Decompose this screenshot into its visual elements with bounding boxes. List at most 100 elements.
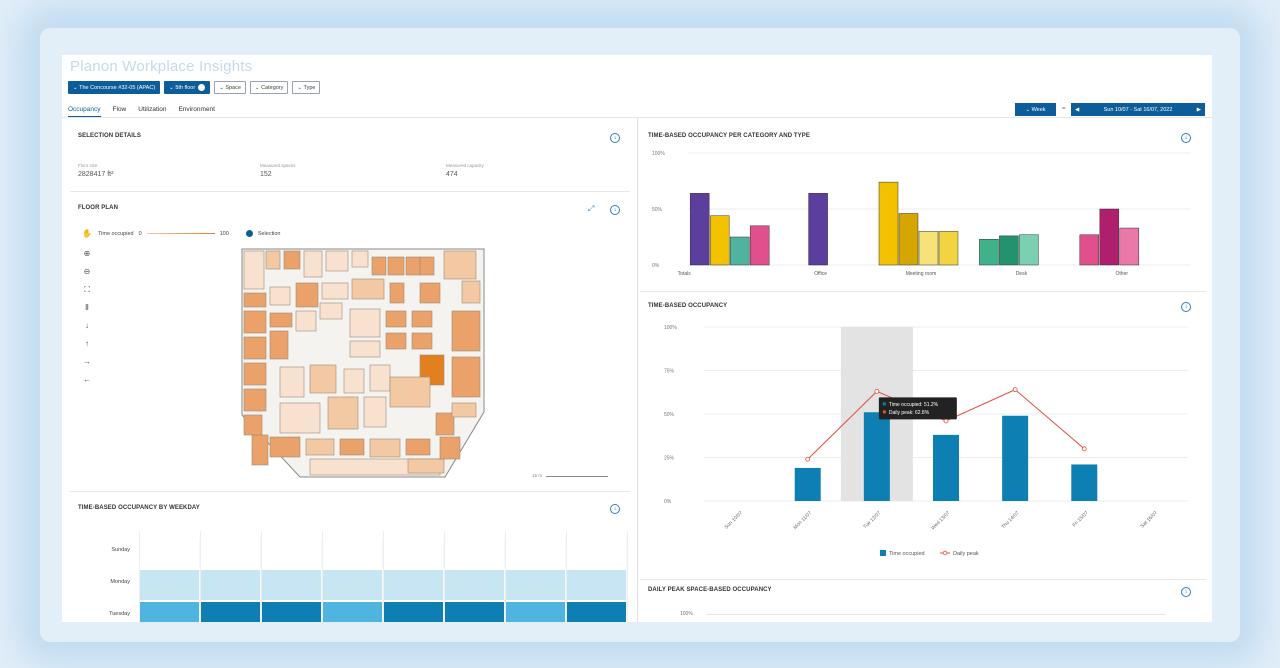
filter-category[interactable]: ⌄ Category [249,81,289,94]
heatmap-cell[interactable] [444,538,505,568]
floor-room[interactable] [243,388,267,412]
next-week-icon[interactable]: ▶ [1196,106,1201,113]
floor-room[interactable] [243,414,263,436]
floor-room[interactable] [295,310,317,332]
heatmap-cell[interactable] [383,538,444,568]
floor-room[interactable] [349,308,381,338]
floor-room[interactable] [279,402,321,434]
floor-room[interactable] [269,312,293,328]
heatmap-cell[interactable] [383,570,444,600]
heatmap-cell[interactable] [139,570,200,600]
filter-floor[interactable]: ⌄ 5th floor [164,81,211,94]
floor-room[interactable] [439,436,461,460]
floor-room[interactable] [363,396,387,428]
daily-peak-point[interactable] [874,388,880,394]
heatmap-cell[interactable] [261,602,322,622]
floor-room[interactable] [371,256,387,276]
floor-room[interactable] [451,356,481,398]
floor-room[interactable] [269,330,289,360]
floor-plan-map[interactable] [240,247,490,482]
floor-room[interactable] [327,396,359,430]
floor-room[interactable] [243,336,267,360]
category-bar[interactable] [1019,234,1039,266]
floor-room[interactable] [321,282,349,300]
floor-room[interactable] [387,256,405,276]
heatmap-cell[interactable] [261,538,322,568]
info-icon[interactable]: i [1181,302,1191,312]
floor-room[interactable] [269,286,291,306]
info-icon[interactable]: i [610,133,620,143]
heatmap-cell[interactable] [566,538,627,568]
zoom-out-icon[interactable]: ⊖ [83,267,91,276]
floor-room[interactable] [339,438,365,456]
heatmap-cell[interactable] [322,602,383,622]
tab-occupancy[interactable]: Occupancy [68,106,101,117]
floor-room[interactable] [243,250,265,290]
floor-room[interactable] [351,250,369,268]
floor-room[interactable] [251,434,269,466]
category-bar[interactable] [689,193,710,266]
heatmap-cell[interactable] [566,602,627,622]
filter-type[interactable]: ⌄ Type [292,81,321,94]
category-bar[interactable] [999,235,1019,266]
pause-icon[interactable]: Ⅱ [85,303,89,312]
heatmap-cell[interactable] [322,570,383,600]
floor-room[interactable] [419,256,435,276]
floor-room[interactable] [435,412,455,436]
floor-room[interactable] [407,458,445,474]
floor-room[interactable] [265,250,281,270]
clear-floor-icon[interactable] [198,84,206,91]
filter-building[interactable]: ⌄ The Concourse #32-05 (APAC) [68,81,161,94]
floor-room[interactable] [351,278,385,300]
floor-room[interactable] [411,310,433,328]
prev-week-icon[interactable]: ◀ [1075,106,1080,113]
floor-room[interactable] [389,282,405,304]
heatmap-cell[interactable] [505,538,566,568]
arrow-up-icon[interactable]: ↑ [85,339,89,348]
floor-room[interactable] [451,402,477,418]
floor-room[interactable] [279,366,305,398]
heatmap-cell[interactable] [383,602,444,622]
heatmap-cell[interactable] [444,602,505,622]
floor-room[interactable] [283,250,301,270]
zoom-in-icon[interactable]: ⊕ [83,249,91,258]
floor-room[interactable] [451,310,481,352]
heatmap-cell[interactable] [139,602,200,622]
occupancy-bar[interactable] [863,412,890,501]
floor-room[interactable] [405,256,421,276]
floor-room[interactable] [405,438,431,456]
legend-daily-peak[interactable]: Daily peak [953,551,979,557]
tab-environment[interactable]: Environment [178,106,215,113]
category-bar[interactable] [749,225,770,266]
daily-peak-point[interactable] [943,418,949,424]
floor-room[interactable] [243,292,267,308]
floor-room[interactable] [269,436,301,458]
category-bar[interactable] [878,181,899,266]
category-bar[interactable] [918,231,939,266]
category-bar[interactable] [898,213,919,266]
expand-icon[interactable]: ⤢ [588,204,595,213]
floor-room[interactable] [419,282,441,304]
category-bar[interactable] [979,238,999,266]
info-icon[interactable]: i [1181,587,1191,597]
floor-room[interactable] [295,282,319,308]
floor-room[interactable] [385,332,407,350]
filter-space[interactable]: ⌄ Space [214,81,246,94]
heatmap-cell[interactable] [200,570,261,600]
occupancy-bar[interactable] [794,467,821,501]
daily-peak-point[interactable] [1012,387,1018,393]
floor-room[interactable] [443,250,477,280]
daily-peak-point[interactable] [805,456,811,462]
floor-room[interactable] [325,250,349,272]
occupancy-bar[interactable] [1002,415,1029,501]
heatmap-cell[interactable] [200,538,261,568]
arrow-left-icon[interactable]: ← [83,375,91,384]
heatmap-cell[interactable] [566,570,627,600]
info-icon[interactable]: i [610,205,620,215]
info-icon[interactable]: i [610,504,620,514]
heatmap-cell[interactable] [261,570,322,600]
category-bar[interactable] [938,231,959,266]
floor-room[interactable] [243,362,267,386]
floor-room[interactable] [411,332,433,350]
category-bar[interactable] [729,236,750,266]
